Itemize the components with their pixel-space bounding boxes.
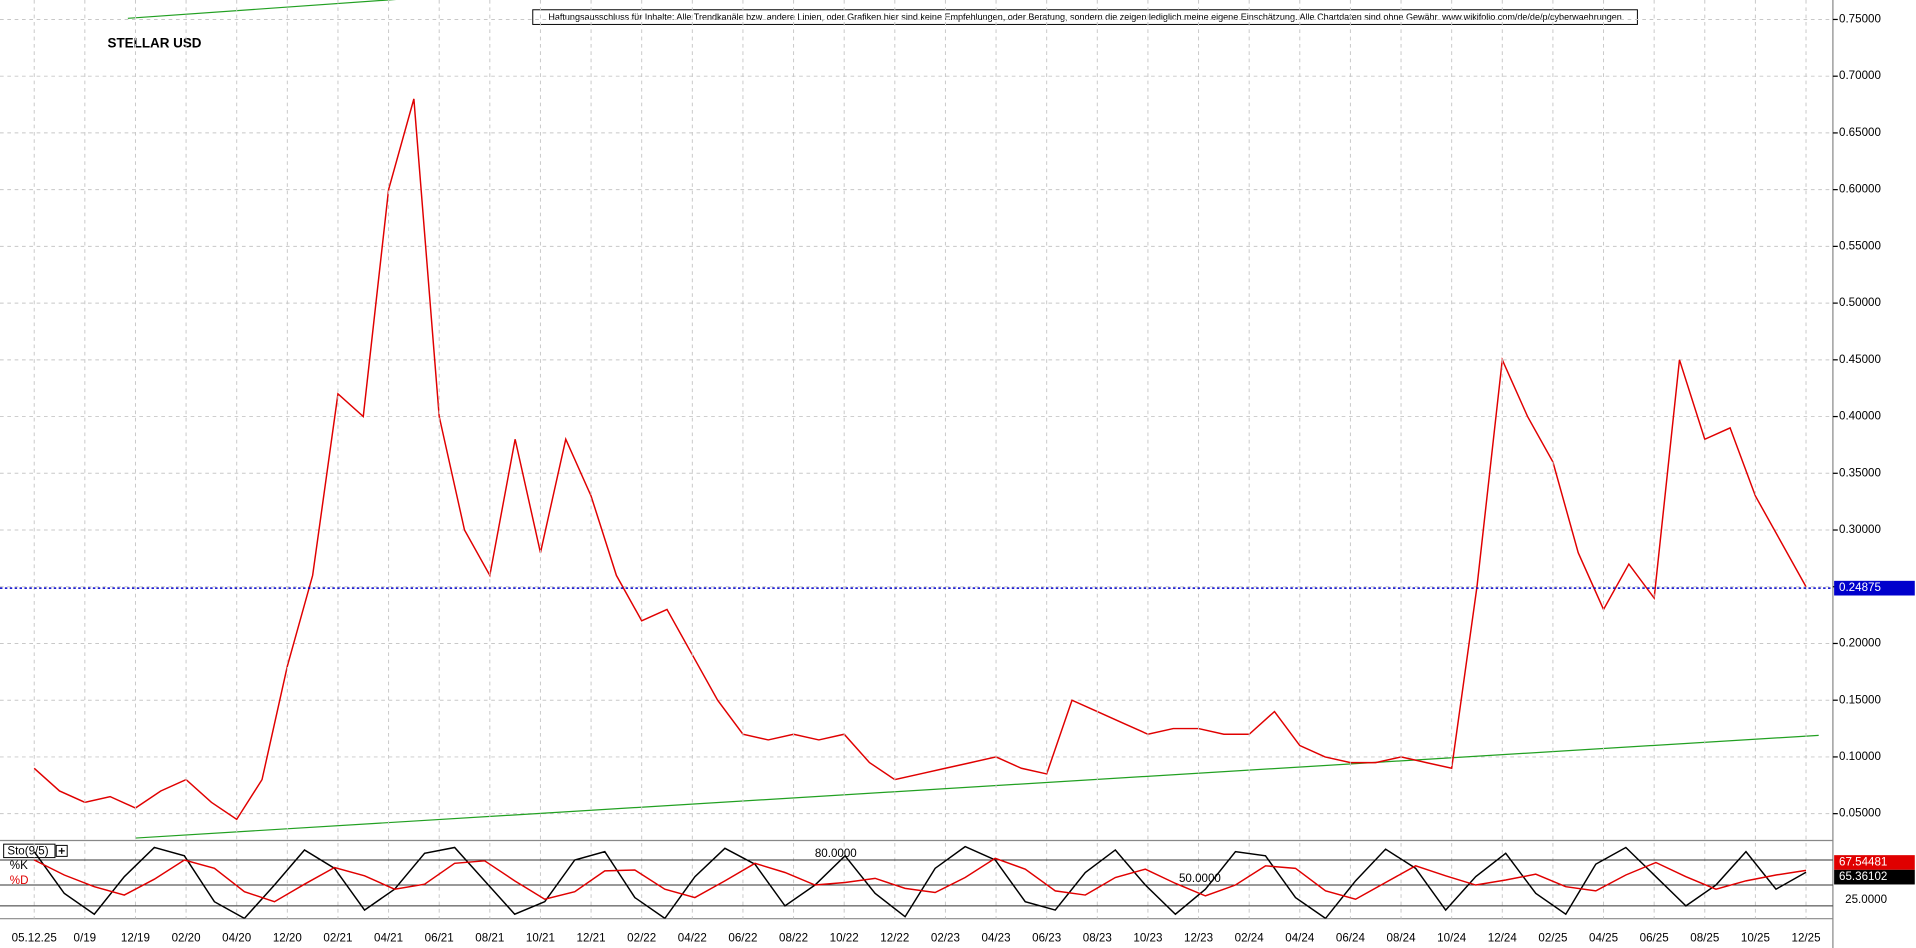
x-tick-label: 02/20	[172, 931, 201, 944]
x-tick-label: 12/19	[121, 931, 150, 944]
y-tick-label: 0.15000	[1839, 693, 1881, 706]
x-tick-label: 10/21	[526, 931, 555, 944]
price-tag	[1834, 580, 1915, 596]
indicator-box	[3, 843, 56, 859]
y-tick-label: 0.50000	[1839, 296, 1881, 309]
price-tag-label: 0.24875	[1839, 581, 1881, 594]
x-tick-label: 10/24	[1437, 931, 1467, 944]
value-tag	[1834, 855, 1915, 870]
x-tick-label: 06/25	[1640, 931, 1669, 944]
x-tick-label: 06/23	[1032, 931, 1061, 944]
x-tick-label: 06/24	[1336, 931, 1366, 944]
x-tick-label: 04/24	[1285, 931, 1315, 944]
x-tick-label: 04/23	[982, 931, 1011, 944]
x-tick-label: 12/25	[1792, 931, 1821, 944]
level-label: 80.0000	[815, 847, 857, 860]
plot-area	[0, 845, 1833, 919]
y-tick-label: 0.60000	[1839, 183, 1881, 196]
x-tick-label: 06/22	[728, 931, 757, 944]
plot-area	[0, 0, 1833, 839]
y-tick-label: 0.30000	[1839, 523, 1881, 536]
x-tick-label: 10/25	[1741, 931, 1770, 944]
trendline	[135, 734, 1819, 839]
disclaimer: Haftungsausschluss für Inhalte: Alle Tre…	[548, 12, 1622, 22]
legend-label: %K	[10, 859, 28, 872]
trendline	[127, 0, 397, 19]
y-tick-label: 0.05000	[1839, 807, 1881, 820]
y-tick-label: 0.20000	[1839, 637, 1881, 650]
x-tick-label: 02/21	[323, 931, 352, 944]
x-tick-label: 02/25	[1538, 931, 1567, 944]
plus-icon	[58, 847, 65, 854]
disclaimer-box	[532, 9, 1638, 25]
level-label: 50.0000	[1179, 872, 1221, 885]
series-line	[33, 857, 1807, 903]
x-tick-label: 02/22	[627, 931, 656, 944]
y-tick-label: 0.45000	[1839, 353, 1881, 366]
y-tick-label: 0.40000	[1839, 410, 1881, 423]
x-tick-label: 06/21	[425, 931, 454, 944]
x-tick-label: 08/21	[475, 931, 504, 944]
x-tick-label: 08/24	[1387, 931, 1417, 944]
x-tick-label: 05.12.25	[12, 931, 57, 944]
x-tick-label: 12/21	[577, 931, 606, 944]
value-tag	[1834, 869, 1915, 885]
legend-label: %D	[10, 874, 29, 887]
value-tag-label: 65.36102	[1839, 870, 1887, 883]
x-tick-label: 12/24	[1488, 931, 1518, 944]
x-tick-label: 04/25	[1589, 931, 1618, 944]
x-tick-label: 08/25	[1690, 931, 1719, 944]
x-tick-label: 08/23	[1083, 931, 1112, 944]
y-tick-label: 0.75000	[1839, 13, 1881, 26]
y-tick-label: 0.70000	[1839, 69, 1881, 82]
level-label: 25.0000	[1845, 893, 1887, 906]
series-line	[33, 845, 1807, 919]
x-tick-label: 0/19	[74, 931, 97, 944]
x-tick-label: 02/24	[1235, 931, 1265, 944]
y-tick-label: 0.10000	[1839, 750, 1881, 763]
value-tag-label: 67.54481	[1839, 856, 1887, 869]
x-tick-label: 10/22	[830, 931, 859, 944]
x-tick-label: 12/22	[880, 931, 909, 944]
x-tick-label: 12/20	[273, 931, 302, 944]
x-tick-label: 02/23	[931, 931, 960, 944]
y-tick-label: 0.35000	[1839, 466, 1881, 479]
x-tick-label: 12/23	[1184, 931, 1213, 944]
x-tick-label: 04/22	[678, 931, 707, 944]
x-tick-label: 08/22	[779, 931, 808, 944]
x-tick-label: 10/23	[1133, 931, 1162, 944]
chart-title: STELLAR USD	[108, 36, 202, 51]
indicator-title: Sto(9/5)	[7, 845, 48, 858]
x-tick-label: 04/21	[374, 931, 403, 944]
y-tick-label: 0.65000	[1839, 126, 1881, 139]
series-line	[33, 98, 1807, 821]
x-tick-label: 04/20	[222, 931, 251, 944]
y-tick-label: 0.55000	[1839, 239, 1881, 252]
